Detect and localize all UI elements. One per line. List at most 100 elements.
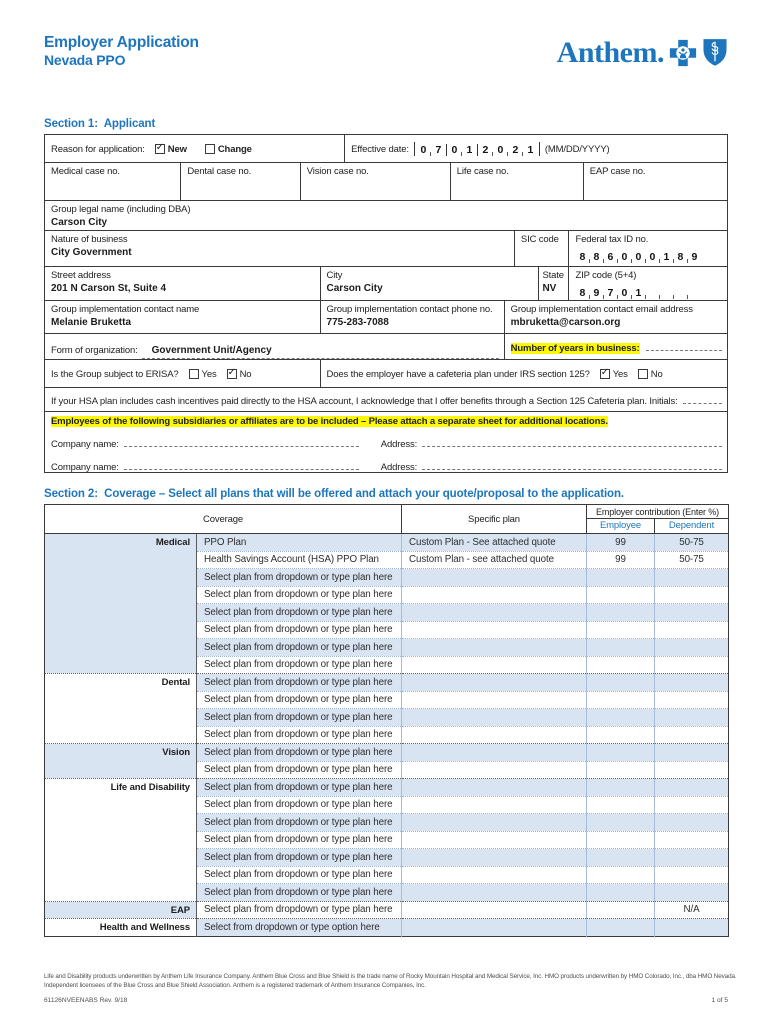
contact-email-value[interactable]: mbruketta@carson.org <box>510 317 621 328</box>
employee-contribution-cell[interactable] <box>586 813 655 831</box>
checkbox-new[interactable] <box>154 142 165 154</box>
plan-select-cell[interactable]: Select plan from dropdown or type plan h… <box>196 708 402 726</box>
erisa-yes-checkbox[interactable] <box>188 369 199 379</box>
state-value[interactable]: NV <box>542 283 557 294</box>
dependent-contribution-cell[interactable]: N/A <box>654 901 729 919</box>
specific-plan-cell[interactable] <box>401 761 587 779</box>
dependent-contribution-cell[interactable] <box>654 813 729 831</box>
company-name-blank-2[interactable] <box>123 459 359 470</box>
form-of-organization-field[interactable]: Form of organization: Government Unit/Ag… <box>45 334 505 359</box>
specific-plan-cell[interactable] <box>401 691 587 709</box>
dependent-contribution-cell[interactable] <box>654 656 729 674</box>
dependent-contribution-cell[interactable] <box>654 761 729 779</box>
form-of-organization-value[interactable]: Government Unit/Agency <box>151 345 272 356</box>
employee-contribution-cell[interactable] <box>586 883 655 901</box>
employee-contribution-cell[interactable] <box>586 848 655 866</box>
specific-plan-cell[interactable] <box>401 673 587 691</box>
plan-select-cell[interactable]: Select from dropdown or type option here <box>196 918 402 936</box>
plan-select-cell[interactable]: Select plan from dropdown or type plan h… <box>196 726 402 744</box>
contact-phone-field[interactable]: Group implementation contact phone no. 7… <box>321 301 505 333</box>
dependent-contribution-cell[interactable] <box>654 726 729 744</box>
dependent-contribution-cell[interactable] <box>654 673 729 691</box>
plan-select-cell[interactable]: Select plan from dropdown or type plan h… <box>196 813 402 831</box>
specific-plan-cell[interactable] <box>401 708 587 726</box>
sic-code-field[interactable]: SIC code <box>515 231 570 266</box>
city-value[interactable]: Carson City <box>326 283 383 294</box>
dependent-contribution-cell[interactable]: 50-75 <box>654 533 729 551</box>
contact-name-field[interactable]: Group implementation contact name Melani… <box>45 301 321 333</box>
erisa-no-checkbox[interactable] <box>226 367 237 379</box>
specific-plan-cell[interactable] <box>401 621 587 639</box>
plan-select-cell[interactable]: PPO Plan <box>196 533 402 551</box>
employee-contribution-cell[interactable] <box>586 586 655 604</box>
employee-contribution-cell[interactable] <box>586 726 655 744</box>
contact-email-field[interactable]: Group implementation contact email addre… <box>505 301 727 333</box>
plan-select-cell[interactable]: Select plan from dropdown or type plan h… <box>196 621 402 639</box>
dependent-contribution-cell[interactable] <box>654 603 729 621</box>
address-blank-2[interactable] <box>422 459 722 470</box>
employee-contribution-cell[interactable] <box>586 568 655 586</box>
city-field[interactable]: City Carson City <box>321 267 540 300</box>
plan-select-cell[interactable]: Select plan from dropdown or type plan h… <box>196 883 402 901</box>
specific-plan-cell[interactable] <box>401 603 587 621</box>
plan-select-cell[interactable]: Select plan from dropdown or type plan h… <box>196 901 402 919</box>
specific-plan-cell[interactable] <box>401 883 587 901</box>
employee-contribution-cell[interactable] <box>586 708 655 726</box>
specific-plan-cell[interactable] <box>401 743 587 761</box>
employee-contribution-cell[interactable] <box>586 603 655 621</box>
dependent-contribution-cell[interactable] <box>654 621 729 639</box>
employee-contribution-cell[interactable] <box>586 761 655 779</box>
employee-contribution-cell[interactable] <box>586 866 655 884</box>
dependent-contribution-cell[interactable] <box>654 866 729 884</box>
dependent-contribution-cell[interactable]: 50-75 <box>654 551 729 569</box>
plan-select-cell[interactable]: Select plan from dropdown or type plan h… <box>196 866 402 884</box>
specific-plan-cell[interactable] <box>401 778 587 796</box>
medical-case-no-field[interactable]: Medical case no. <box>45 163 182 200</box>
dependent-contribution-cell[interactable] <box>654 586 729 604</box>
contact-name-value[interactable]: Melanie Bruketta <box>51 317 132 328</box>
employee-contribution-cell[interactable]: 99 <box>586 551 655 569</box>
plan-select-cell[interactable]: Select plan from dropdown or type plan h… <box>196 761 402 779</box>
employee-contribution-cell[interactable] <box>586 831 655 849</box>
employee-contribution-cell[interactable] <box>586 901 655 919</box>
plan-select-cell[interactable]: Select plan from dropdown or type plan h… <box>196 656 402 674</box>
dependent-contribution-cell[interactable] <box>654 638 729 656</box>
checkbox-change[interactable] <box>204 144 215 154</box>
plan-select-cell[interactable]: Select plan from dropdown or type plan h… <box>196 603 402 621</box>
specific-plan-cell[interactable] <box>401 866 587 884</box>
eap-case-no-field[interactable]: EAP case no. <box>584 163 727 200</box>
group-legal-name-value[interactable]: Carson City <box>51 217 108 228</box>
employee-contribution-cell[interactable] <box>586 743 655 761</box>
years-in-business-field[interactable]: Number of years in business: <box>505 334 727 359</box>
employee-contribution-cell[interactable] <box>586 621 655 639</box>
plan-select-cell[interactable]: Select plan from dropdown or type plan h… <box>196 673 402 691</box>
dental-case-no-field[interactable]: Dental case no. <box>181 163 301 200</box>
vision-case-no-field[interactable]: Vision case no. <box>301 163 451 200</box>
dependent-contribution-cell[interactable] <box>654 708 729 726</box>
employee-contribution-cell[interactable] <box>586 638 655 656</box>
specific-plan-cell[interactable] <box>401 796 587 814</box>
dependent-contribution-cell[interactable] <box>654 918 729 936</box>
employee-contribution-cell[interactable] <box>586 778 655 796</box>
nature-of-business-value[interactable]: City Government <box>51 247 132 258</box>
plan-select-cell[interactable]: Select plan from dropdown or type plan h… <box>196 638 402 656</box>
dependent-contribution-cell[interactable] <box>654 848 729 866</box>
plan-select-cell[interactable]: Select plan from dropdown or type plan h… <box>196 831 402 849</box>
specific-plan-cell[interactable]: Custom Plan - See attached quote <box>401 533 587 551</box>
dependent-contribution-cell[interactable] <box>654 796 729 814</box>
specific-plan-cell[interactable] <box>401 831 587 849</box>
specific-plan-cell[interactable] <box>401 586 587 604</box>
plan-select-cell[interactable]: Select plan from dropdown or type plan h… <box>196 796 402 814</box>
specific-plan-cell[interactable]: Custom Plan - see attached quote <box>401 551 587 569</box>
street-address-field[interactable]: Street address 201 N Carson St, Suite 4 <box>45 267 321 300</box>
plan-select-cell[interactable]: Select plan from dropdown or type plan h… <box>196 586 402 604</box>
dependent-contribution-cell[interactable] <box>654 691 729 709</box>
company-name-blank-1[interactable] <box>123 436 359 447</box>
cafeteria-no-checkbox[interactable] <box>637 369 648 379</box>
